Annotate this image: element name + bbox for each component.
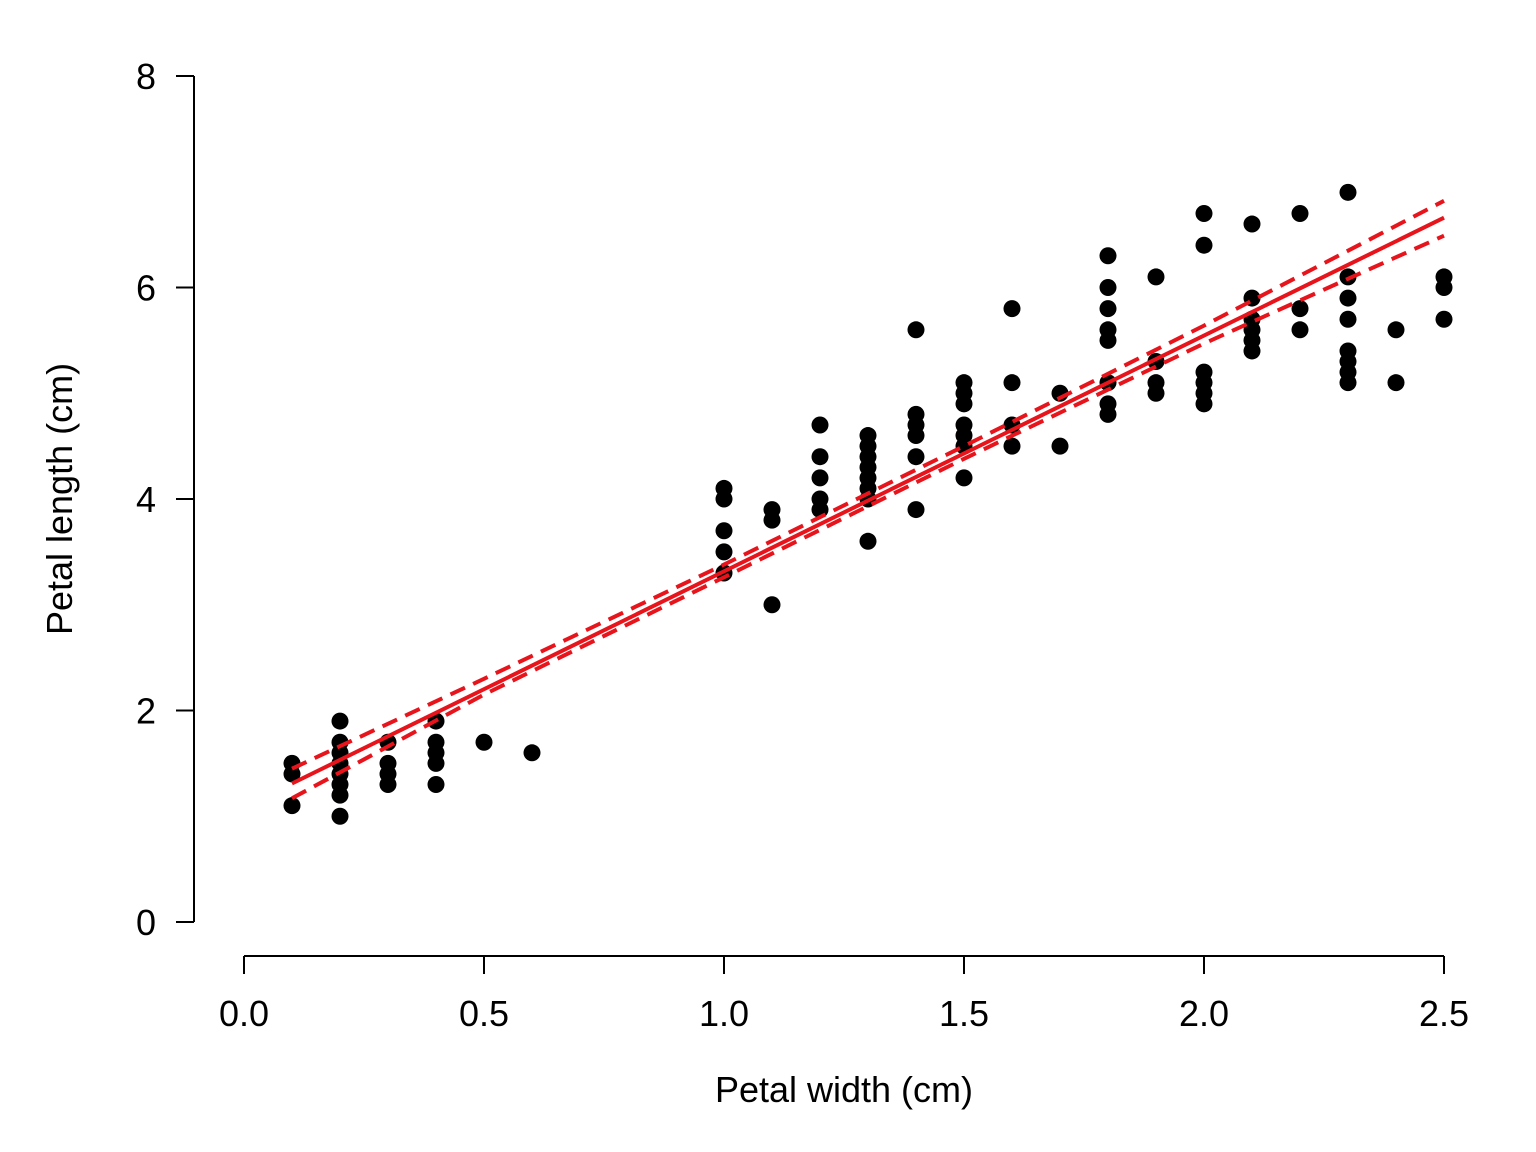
data-point: [283, 754, 301, 772]
y-axis-title: Petal length (cm): [39, 363, 80, 635]
x-axis: 0.0 0.5 1.0 1.5 2.0 2.5: [219, 955, 1469, 1034]
data-point: [811, 490, 829, 508]
data-point: [1339, 342, 1357, 360]
data-point: [955, 416, 973, 434]
data-point: [1099, 279, 1117, 296]
data-point: [1435, 268, 1453, 286]
data-point: [1099, 395, 1117, 413]
data-point: [1195, 363, 1213, 381]
data-points: [283, 183, 1453, 825]
data-point: [907, 501, 925, 519]
ci-lower-line: [291, 233, 1445, 801]
data-point: [1291, 300, 1309, 318]
x-tick-label: 0.5: [459, 993, 509, 1034]
data-point: [427, 733, 445, 751]
data-point: [331, 733, 349, 751]
data-point: [1099, 300, 1117, 318]
data-point: [1003, 374, 1021, 392]
data-point: [1243, 215, 1261, 233]
data-point: [331, 712, 349, 730]
data-point: [1003, 437, 1021, 455]
data-point: [475, 733, 493, 751]
data-point: [1387, 321, 1405, 339]
y-tick-label: 8: [136, 56, 156, 97]
x-tick-label: 2.5: [1419, 993, 1469, 1034]
data-point: [1051, 437, 1069, 455]
fit-line: [291, 215, 1445, 786]
data-point: [523, 744, 541, 762]
data-point: [331, 807, 349, 825]
data-point: [1291, 204, 1309, 222]
data-point: [1339, 310, 1357, 328]
x-ticks: 0.0 0.5 1.0 1.5 2.0 2.5: [219, 956, 1469, 1034]
data-point: [859, 427, 877, 445]
regression-lines: [291, 199, 1445, 801]
y-axis: 0 2 4 6 8: [136, 56, 195, 943]
data-point: [283, 797, 301, 815]
x-tick-label: 2.0: [1179, 993, 1229, 1034]
x-tick-label: 1.0: [699, 993, 749, 1034]
y-tick-label: 4: [136, 479, 156, 520]
data-point: [811, 448, 829, 466]
data-point: [811, 469, 829, 487]
y-tick-label: 2: [136, 691, 156, 732]
data-point: [715, 479, 733, 497]
data-point: [1435, 310, 1453, 328]
data-point: [907, 448, 925, 466]
data-point: [763, 596, 781, 614]
data-point: [715, 522, 733, 540]
data-point: [1147, 374, 1165, 392]
data-point: [1195, 204, 1213, 222]
data-point: [1147, 268, 1165, 286]
data-point: [1291, 321, 1309, 339]
data-point: [427, 776, 445, 794]
data-point: [1339, 183, 1357, 201]
data-point: [955, 469, 973, 487]
data-point: [1003, 300, 1021, 318]
x-tick-label: 0.0: [219, 993, 269, 1034]
data-point: [715, 543, 733, 561]
ci-upper-line: [291, 199, 1445, 771]
data-point: [763, 501, 781, 519]
data-point: [907, 405, 925, 423]
data-point: [811, 416, 829, 434]
x-tick-label: 1.5: [939, 993, 989, 1034]
data-point: [955, 374, 973, 392]
y-tick-label: 6: [136, 268, 156, 309]
data-point: [1387, 374, 1405, 392]
data-point: [907, 321, 925, 339]
y-ticks: 0 2 4 6 8: [136, 56, 194, 943]
data-point: [859, 532, 877, 550]
data-point: [1099, 247, 1117, 265]
data-point: [379, 754, 397, 772]
data-point: [1339, 289, 1357, 307]
data-point: [1099, 321, 1117, 339]
y-tick-label: 0: [136, 902, 156, 943]
x-axis-title: Petal width (cm): [715, 1069, 973, 1110]
data-point: [1195, 236, 1213, 254]
